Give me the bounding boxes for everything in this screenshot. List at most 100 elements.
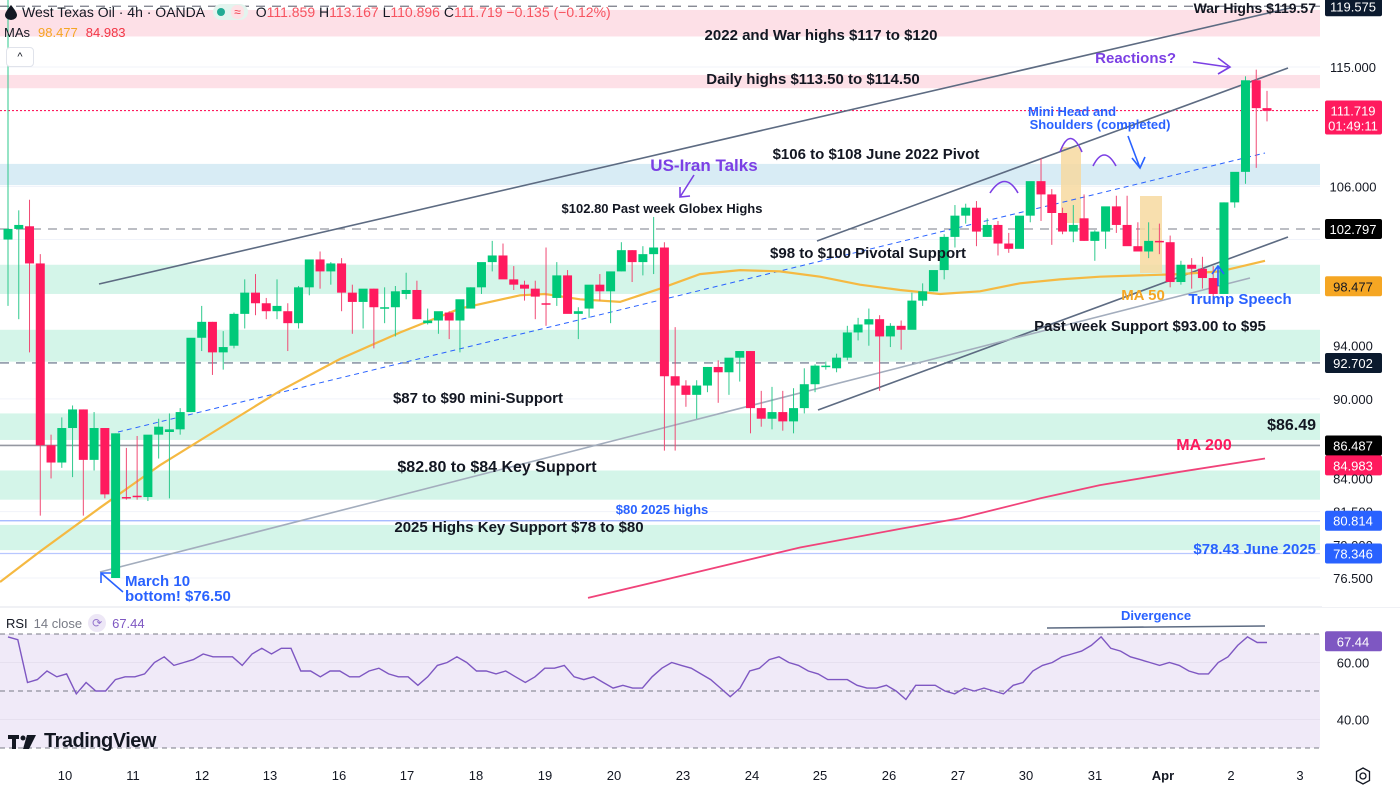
- annotation-war-highs: War Highs $119.57: [1194, 0, 1317, 16]
- svg-text:67.44: 67.44: [1337, 634, 1370, 649]
- time-tick: 2: [1227, 768, 1234, 783]
- time-tick: 3: [1296, 768, 1303, 783]
- time-axis[interactable]: 10 11 12 13 16 17 18 19 20 23 24 25 26 27 30 31 Apr 2 3: [58, 768, 1304, 783]
- price-label-94.000: 94.000: [1333, 339, 1373, 354]
- annotation-divergence: Divergence: [1121, 608, 1191, 623]
- horizontal-levels: [0, 5, 1320, 555]
- chart-annotations: War Highs $119.57 2022 and War highs $117…: [125, 0, 1316, 623]
- annotation-june-2025: $78.43 June 2025: [1193, 541, 1316, 558]
- time-tick: 10: [58, 768, 72, 783]
- rsi-legend[interactable]: RSI 14 close ⟳ 67.44: [6, 614, 145, 632]
- tradingview-logo[interactable]: TradingView: [8, 730, 156, 753]
- time-tick: 27: [951, 768, 965, 783]
- price-change: −0.135 (−0.12%): [506, 4, 611, 20]
- time-tick: 23: [676, 768, 690, 783]
- svg-text:40.00: 40.00: [1337, 713, 1370, 728]
- price-label-84.983: 84.983: [1325, 455, 1382, 476]
- candlesticks: [3, 0, 1272, 578]
- annotation-war-zone: 2022 and War highs $117 to $120: [705, 27, 938, 44]
- time-tick: Apr: [1152, 768, 1174, 783]
- svg-text:119.575: 119.575: [1330, 0, 1376, 14]
- market-status-pill[interactable]: ≈: [213, 4, 248, 20]
- symbol-legend[interactable]: West Texas Oil · 4h · OANDA ≈ O111.859 H…: [4, 2, 611, 22]
- svg-text:80.814: 80.814: [1333, 514, 1373, 529]
- time-tick: 11: [126, 768, 140, 783]
- hand-drawn-marks: [100, 57, 1232, 593]
- market-open-icon: [217, 8, 226, 16]
- data-delay-icon: ≈: [231, 5, 244, 19]
- time-tick: 30: [1019, 768, 1033, 783]
- ma50-value: 98.477: [38, 24, 78, 40]
- annotation-key-support: $82.80 to $84 Key Support: [397, 459, 597, 476]
- svg-text:86.487: 86.487: [1333, 438, 1373, 453]
- annotation-key-support-2025: 2025 Highs Key Support $78 to $80: [394, 519, 643, 536]
- price-label-80.814: 80.814: [1325, 510, 1382, 531]
- annotation-us-iran: US-Iran Talks: [650, 156, 757, 175]
- time-tick: 31: [1088, 768, 1102, 783]
- svg-text:94.000: 94.000: [1333, 339, 1373, 354]
- svg-text:60.00: 60.00: [1337, 656, 1370, 671]
- collapse-legend-button[interactable]: ^: [6, 47, 34, 67]
- price-label-115.000: 115.000: [1330, 60, 1376, 75]
- time-tick: 13: [263, 768, 277, 783]
- settings-gear-icon[interactable]: [1353, 766, 1373, 786]
- annotation-ma200: MA 200: [1176, 437, 1232, 454]
- price-label-102.797: 102.797: [1325, 218, 1382, 239]
- rsi-params: 14 close: [33, 615, 83, 631]
- svg-text:90.000: 90.000: [1333, 392, 1373, 407]
- refresh-icon[interactable]: ⟳: [88, 614, 107, 632]
- rsi-name: RSI: [6, 615, 28, 631]
- svg-text:78.346: 78.346: [1333, 546, 1373, 561]
- price-label-78.346: 78.346: [1325, 543, 1382, 564]
- head-shoulders-highlights: [1061, 147, 1162, 273]
- price-label-92.702: 92.702: [1325, 352, 1382, 373]
- annotation-level-8649: $86.49: [1267, 417, 1316, 434]
- time-tick: 12: [195, 768, 209, 783]
- annotation-pivot-2022: $106 to $108 June 2022 Pivot: [773, 146, 980, 163]
- time-tick: 16: [332, 768, 346, 783]
- rsi-value: 67.44: [112, 615, 145, 631]
- annotation-mini-support: $87 to $90 mini-Support: [393, 390, 563, 407]
- annotation-reactions: Reactions?: [1095, 50, 1176, 67]
- price-label-119.575: 119.575: [1325, 0, 1382, 17]
- svg-text:98.477: 98.477: [1333, 279, 1373, 294]
- annotation-past-week-support: Past week Support $93.00 to $95: [1034, 318, 1266, 335]
- tradingview-mark-icon: [8, 734, 36, 749]
- annotation-ma50: MA 50: [1121, 287, 1165, 304]
- time-tick: 26: [882, 768, 896, 783]
- time-tick: 24: [745, 768, 759, 783]
- svg-text:92.702: 92.702: [1333, 356, 1373, 371]
- ma-legend-label: MAs: [4, 24, 30, 40]
- annotation-mini-hs-2: Shoulders (completed): [1030, 117, 1171, 132]
- ma-legend[interactable]: MAs 98.477 84.983: [4, 22, 126, 42]
- price-label-106.000: 106.000: [1330, 179, 1377, 194]
- svg-text:01:49:11: 01:49:11: [1328, 119, 1378, 134]
- ma200-value: 84.983: [85, 24, 126, 40]
- svg-text:106.000: 106.000: [1330, 179, 1377, 194]
- svg-text:76.500: 76.500: [1333, 571, 1373, 586]
- price-label-90.000: 90.000: [1333, 392, 1373, 407]
- time-tick: 20: [607, 768, 621, 783]
- svg-text:115.000: 115.000: [1330, 60, 1376, 75]
- annotation-march10-1: March 10: [125, 573, 190, 590]
- time-tick: 19: [538, 768, 552, 783]
- svg-text:84.983: 84.983: [1333, 458, 1373, 473]
- annotation-highs-2025: $80 2025 highs: [616, 502, 709, 517]
- moving-averages: [0, 259, 1266, 599]
- time-tick: 18: [469, 768, 483, 783]
- svg-text:102.797: 102.797: [1330, 222, 1377, 237]
- price-label-98.477: 98.477: [1325, 276, 1382, 297]
- price-label-84.000: 84.000: [1333, 471, 1373, 486]
- time-tick: 25: [813, 768, 827, 783]
- chevron-up-icon: ^: [17, 51, 23, 63]
- annotation-pivotal: $98 to $100 Pivotal Support: [770, 245, 966, 262]
- price-label-86.487: 86.487: [1325, 435, 1382, 456]
- oil-drop-icon: [5, 5, 17, 20]
- annotation-globex: $102.80 Past week Globex Highs: [562, 201, 763, 216]
- tradingview-logo-text: TradingView: [44, 730, 156, 752]
- time-tick: 17: [400, 768, 414, 783]
- symbol-title[interactable]: West Texas Oil · 4h · OANDA: [22, 4, 206, 20]
- price-label-76.500: 76.500: [1333, 571, 1373, 586]
